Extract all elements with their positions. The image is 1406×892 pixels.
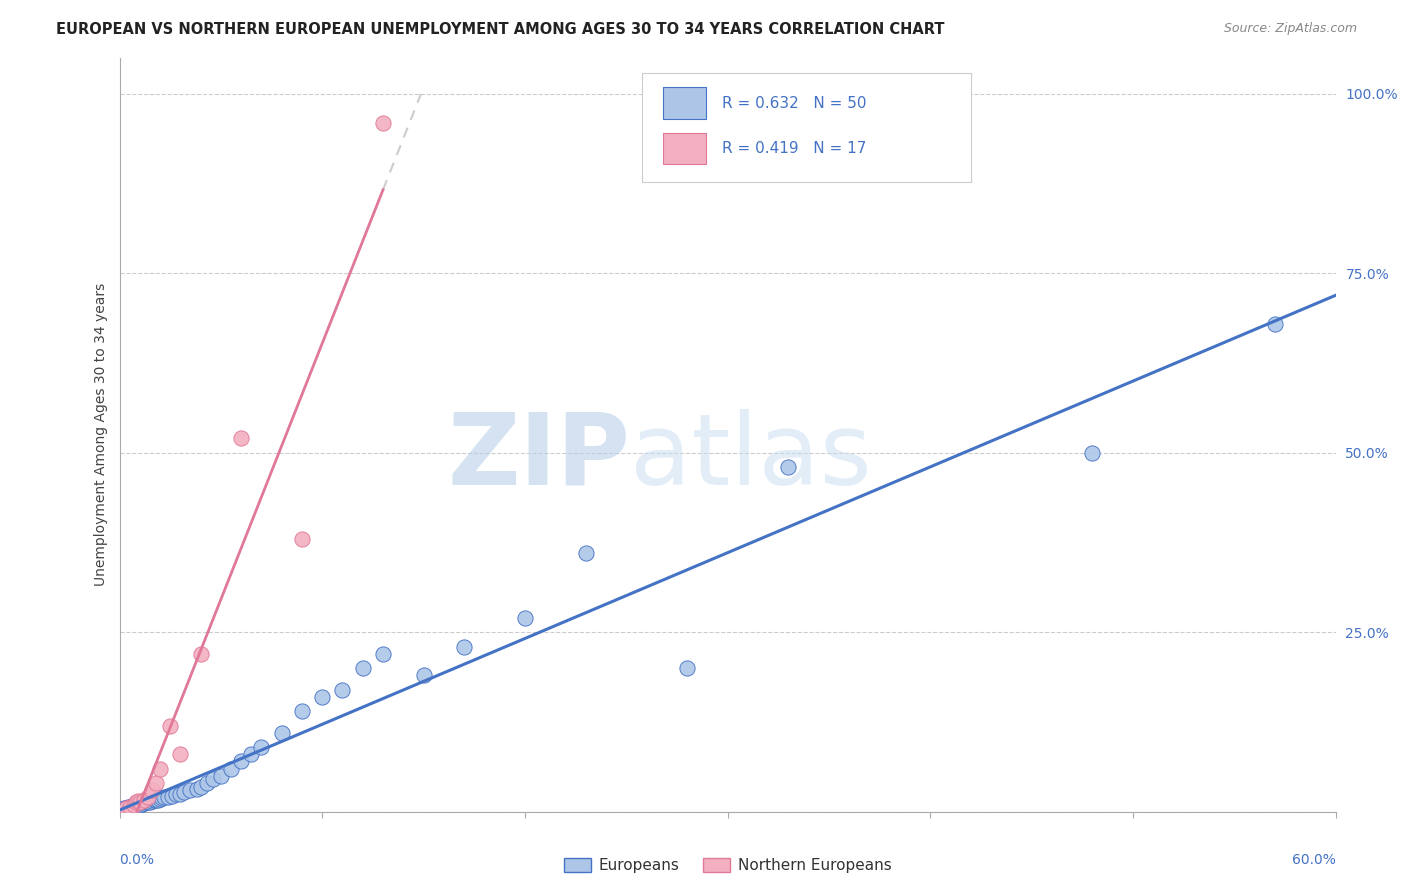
Point: [1081, 446, 1104, 460]
Point: [143, 793, 166, 807]
Point: [231, 432, 253, 446]
Point: [352, 661, 374, 675]
Point: [131, 797, 153, 811]
Point: [250, 740, 273, 755]
Point: [153, 790, 176, 805]
Point: [122, 799, 145, 814]
Bar: [664, 87, 706, 119]
Point: [778, 460, 800, 475]
Point: [173, 785, 195, 799]
Point: [371, 115, 394, 129]
Point: [231, 755, 253, 769]
Point: [118, 799, 141, 814]
Point: [513, 611, 536, 625]
Point: [125, 798, 148, 813]
Point: [1264, 317, 1286, 331]
Point: [149, 762, 172, 776]
Point: [157, 789, 180, 804]
Point: [141, 783, 163, 797]
Point: [117, 800, 139, 814]
Point: [195, 776, 218, 790]
Point: [311, 690, 333, 704]
Point: [145, 776, 167, 790]
Point: [190, 647, 212, 661]
Text: ZIP: ZIP: [447, 409, 630, 506]
Point: [127, 797, 149, 812]
Point: [169, 747, 191, 762]
Point: [141, 794, 163, 808]
Point: [291, 704, 314, 718]
Point: [136, 790, 159, 805]
Point: [128, 796, 150, 810]
Point: [114, 801, 136, 815]
Point: [201, 772, 224, 787]
Point: [135, 796, 157, 810]
Y-axis label: Unemployment Among Ages 30 to 34 years: Unemployment Among Ages 30 to 34 years: [94, 284, 108, 586]
Point: [132, 792, 155, 806]
Point: [169, 787, 191, 801]
Text: EUROPEAN VS NORTHERN EUROPEAN UNEMPLOYMENT AMONG AGES 30 TO 34 YEARS CORRELATION: EUROPEAN VS NORTHERN EUROPEAN UNEMPLOYME…: [56, 22, 945, 37]
FancyBboxPatch shape: [643, 73, 970, 182]
Point: [132, 796, 155, 810]
Point: [575, 546, 598, 560]
Point: [332, 682, 354, 697]
Point: [412, 668, 434, 682]
Point: [145, 792, 167, 806]
Point: [150, 791, 173, 805]
Point: [149, 792, 172, 806]
Point: [128, 797, 150, 812]
Text: Source: ZipAtlas.com: Source: ZipAtlas.com: [1223, 22, 1357, 36]
Point: [291, 532, 314, 546]
Point: [179, 783, 201, 797]
Point: [270, 725, 292, 739]
Point: [146, 792, 169, 806]
Point: [139, 795, 162, 809]
Text: R = 0.419   N = 17: R = 0.419 N = 17: [721, 141, 866, 156]
Point: [114, 801, 136, 815]
Point: [371, 647, 394, 661]
Point: [240, 747, 263, 762]
Text: atlas: atlas: [630, 409, 872, 506]
Point: [160, 789, 183, 803]
Point: [165, 788, 187, 802]
Point: [121, 799, 143, 814]
Point: [219, 762, 242, 776]
Point: [118, 800, 141, 814]
Point: [122, 797, 145, 812]
Point: [112, 801, 135, 815]
Point: [125, 796, 148, 810]
Point: [159, 718, 181, 732]
Point: [676, 661, 699, 675]
Bar: [664, 133, 706, 164]
Legend: Europeans, Northern Europeans: Europeans, Northern Europeans: [558, 852, 897, 880]
Point: [136, 796, 159, 810]
Point: [453, 640, 475, 654]
Text: 60.0%: 60.0%: [1292, 853, 1336, 867]
Text: 0.0%: 0.0%: [120, 853, 155, 867]
Text: R = 0.632   N = 50: R = 0.632 N = 50: [721, 95, 866, 111]
Point: [186, 781, 208, 796]
Point: [209, 769, 232, 783]
Point: [190, 780, 212, 794]
Point: [127, 794, 149, 808]
